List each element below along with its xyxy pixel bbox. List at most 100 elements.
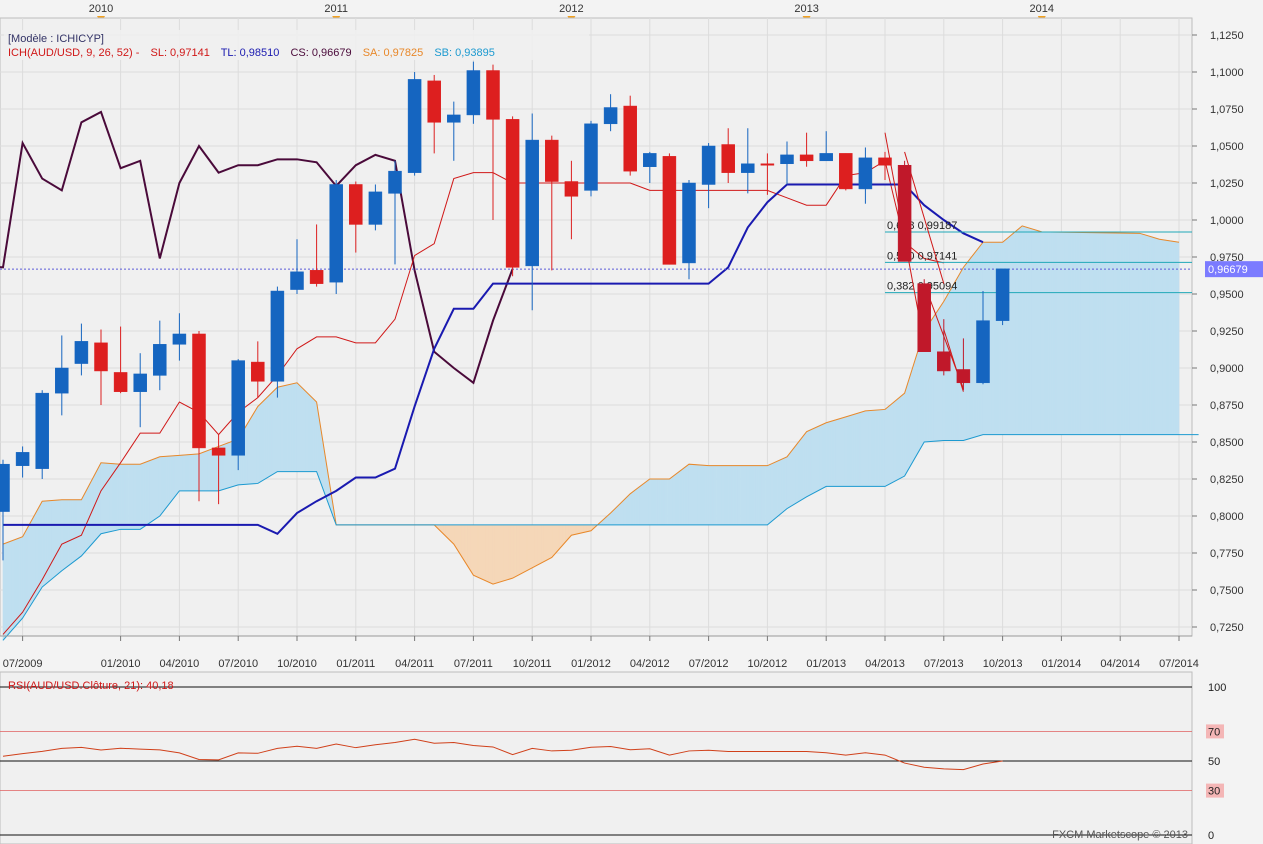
candlesticks bbox=[0, 61, 1010, 561]
month-label: 04/2010 bbox=[160, 658, 200, 670]
current-price-label: 0,96679 bbox=[1208, 264, 1248, 276]
watermark: FXCM Marketscope © 2013 bbox=[1052, 829, 1188, 841]
month-label: 07/2014 bbox=[1159, 658, 1199, 670]
legend-cs: CS: 0,96679 bbox=[290, 47, 351, 59]
price-label: 0,7750 bbox=[1210, 548, 1244, 560]
price-label: 0,9750 bbox=[1210, 252, 1244, 264]
price-label: 0,8250 bbox=[1210, 474, 1244, 486]
candle-body bbox=[584, 123, 598, 191]
legend-tl: TL: 0,98510 bbox=[221, 47, 280, 59]
legend-ich: ICH(AUD/USD, 9, 26, 52) - bbox=[8, 47, 140, 59]
year-label: 2014 bbox=[1030, 3, 1054, 15]
candle-body bbox=[976, 320, 990, 384]
price-label: 0,8500 bbox=[1210, 437, 1244, 449]
rsi-level-label: 50 bbox=[1208, 756, 1220, 768]
candle-body bbox=[643, 153, 657, 167]
legend-background bbox=[4, 30, 589, 60]
candle-body bbox=[760, 163, 775, 166]
candle-body bbox=[505, 119, 520, 268]
year-label: 2013 bbox=[794, 3, 818, 15]
month-label: 01/2010 bbox=[101, 658, 141, 670]
month-label: 07/2010 bbox=[218, 658, 258, 670]
candle-body bbox=[388, 170, 402, 194]
fib-level-label: 0,500 0,97141 bbox=[887, 250, 957, 262]
candle-body bbox=[721, 144, 735, 173]
candle-body bbox=[897, 164, 912, 262]
rsi-level-label: 70 bbox=[1208, 726, 1220, 738]
candle-body bbox=[251, 361, 265, 382]
candle-body bbox=[799, 154, 814, 162]
cloud-segment bbox=[1177, 241, 1180, 435]
candle-body bbox=[956, 369, 971, 384]
candle-body bbox=[35, 392, 49, 469]
candle-body bbox=[525, 139, 539, 267]
legend-sl: SL: 0,97141 bbox=[150, 47, 209, 59]
candle-body bbox=[858, 157, 873, 190]
candle-body bbox=[917, 283, 931, 352]
price-label: 1,1250 bbox=[1210, 30, 1244, 42]
month-label: 10/2010 bbox=[277, 658, 317, 670]
rsi-level-tag bbox=[1206, 783, 1224, 798]
rsi-level-label: 0 bbox=[1208, 830, 1214, 842]
ichimoku-lines bbox=[0, 110, 1199, 641]
month-label: 07/2009 bbox=[3, 658, 43, 670]
month-label: 04/2012 bbox=[630, 658, 670, 670]
candle-body bbox=[329, 184, 343, 283]
month-label: 10/2012 bbox=[748, 658, 788, 670]
legend-model: [Modèle : ICHICYP] bbox=[8, 33, 104, 45]
candle-body bbox=[937, 351, 951, 372]
rsi-indicator: 100 70 50 30 0 bbox=[0, 682, 1226, 842]
candle-body bbox=[211, 447, 226, 456]
year-label: 2010 bbox=[89, 3, 113, 15]
month-label: 01/2014 bbox=[1042, 658, 1082, 670]
candle-body bbox=[662, 156, 677, 265]
month-label: 07/2013 bbox=[924, 658, 964, 670]
price-label: 0,7250 bbox=[1210, 622, 1244, 634]
candle-body bbox=[564, 181, 579, 197]
month-label: 04/2013 bbox=[865, 658, 905, 670]
candle-body bbox=[819, 153, 833, 162]
price-label: 0,9500 bbox=[1210, 289, 1244, 301]
candle-body bbox=[368, 191, 383, 225]
month-label: 04/2011 bbox=[395, 658, 434, 670]
candle-body bbox=[133, 373, 147, 392]
rsi-level-label: 30 bbox=[1208, 786, 1220, 798]
indicator-legend: [Modèle : ICHICYP] ICH(AUD/USD, 9, 26, 5… bbox=[4, 30, 589, 60]
candle-body bbox=[701, 145, 716, 185]
price-label: 0,9000 bbox=[1210, 363, 1244, 375]
price-label: 0,7500 bbox=[1210, 585, 1244, 597]
current-price-tag bbox=[1205, 261, 1263, 278]
rsi-label: RSI(AUD/USD.Clôture, 21): 40,18 bbox=[8, 680, 174, 692]
year-label: 2011 bbox=[324, 3, 348, 15]
price-label: 1,0250 bbox=[1210, 178, 1244, 190]
month-label: 01/2011 bbox=[336, 658, 375, 670]
legend-sa: SA: 0,97825 bbox=[363, 47, 424, 59]
candle-body bbox=[270, 290, 285, 382]
month-label: 10/2013 bbox=[983, 658, 1023, 670]
month-label: 01/2012 bbox=[571, 658, 611, 670]
candle-body bbox=[878, 157, 892, 166]
candle-body bbox=[349, 184, 363, 225]
candle-body bbox=[545, 139, 559, 182]
candle-body bbox=[447, 114, 461, 123]
candle-body bbox=[995, 268, 1010, 321]
candle-body bbox=[94, 342, 108, 372]
price-label: 1,0750 bbox=[1210, 104, 1244, 116]
candle-body bbox=[290, 271, 304, 290]
candle-body bbox=[113, 372, 128, 392]
rsi-level-label: 100 bbox=[1208, 682, 1226, 694]
fib-level-label: 0,618 0,99187 bbox=[887, 220, 957, 232]
candle-body bbox=[623, 105, 637, 172]
candle-body bbox=[682, 182, 696, 264]
candle-body bbox=[231, 360, 245, 456]
candle-body bbox=[780, 154, 794, 165]
month-label: 04/2014 bbox=[1100, 658, 1140, 670]
candle-body bbox=[172, 333, 187, 345]
price-label: 1,0000 bbox=[1210, 215, 1244, 227]
month-label: 01/2013 bbox=[806, 658, 846, 670]
candle-body bbox=[309, 270, 324, 284]
candle-body bbox=[486, 70, 500, 120]
tenkan-sen-line bbox=[2, 160, 944, 635]
rsi-panel bbox=[0, 671, 1193, 844]
